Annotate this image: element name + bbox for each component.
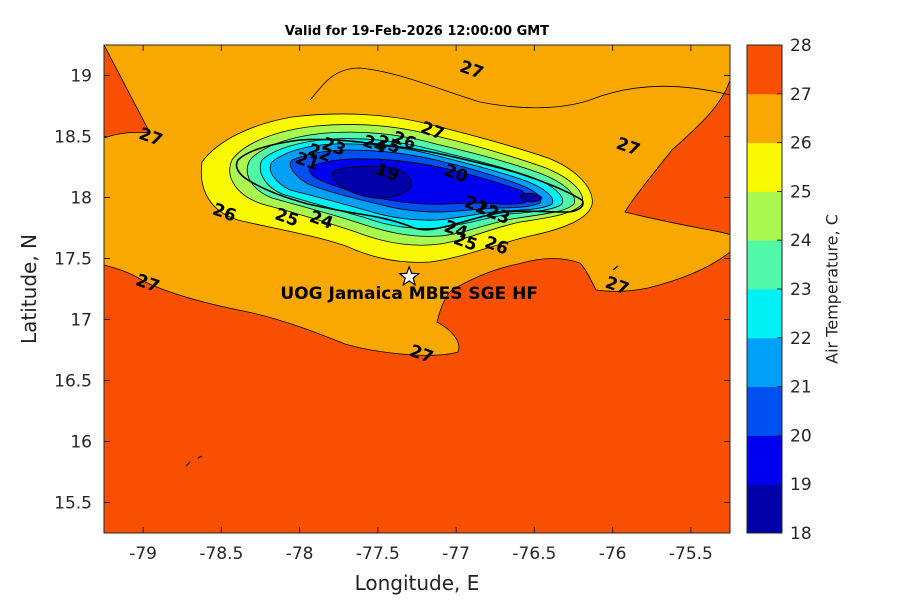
colorbar-segment [747,142,782,192]
colorbar-segment [747,93,782,144]
map-axes [103,44,731,534]
site-marker-star-icon [398,265,421,287]
y-tick-label: 15.5 [54,494,92,514]
colorbar: 18 19 20 21 22 23 24 25 26 27 28 [746,36,812,544]
colorbar-tick-label: 22 [790,329,812,349]
y-tick-label: 17 [70,311,92,331]
colorbar-segment [747,289,782,339]
x-tick-label: -78.5 [199,544,243,564]
colorbar-tick-label: 25 [790,182,812,202]
coastline [235,138,584,231]
y-tick-label: 18.5 [54,128,92,148]
colorbar-tick-label: 27 [790,85,812,105]
colorbar-tick-label: 19 [790,475,812,495]
x-tick-label: -78 [286,544,314,564]
colorbar-segment [747,337,782,388]
colorbar-tick-label: 23 [790,280,812,300]
y-tick-label: 16 [70,433,92,453]
colorbar-segment [747,435,782,485]
colorbar-segment [747,240,782,290]
x-tick-label: -77.5 [356,544,400,564]
y-tick-label: 17.5 [54,250,92,270]
y-tick-label: 19 [70,67,92,87]
temperature-fill [104,45,730,533]
y-axis-label: Latitude, N [17,234,41,344]
y-tick-label: 16.5 [54,372,92,392]
x-tick-label: -76 [599,544,627,564]
x-tick-label: -77 [442,544,470,564]
x-tick-label: -76.5 [512,544,556,564]
y-tick-label: 18 [70,189,92,209]
x-axis-label: Longitude, E [354,571,480,595]
colorbar-segment [747,386,782,436]
colorbar-tick-label: 18 [790,524,812,544]
x-axis: -79 -78.5 -78 -77.5 -77 -76.5 -76 -75.5 [129,45,713,564]
colorbar-tick-label: 26 [790,134,812,154]
colorbar-segment [747,191,782,241]
band-east-patch [519,192,543,203]
colorbar-label: Air Temperature, C [822,214,842,364]
map-title: Valid for 19-Feb-2026 12:00:00 GMT [284,24,550,39]
site-label: UOG Jamaica MBES SGE HF [280,284,538,304]
colorbar-tick-label: 28 [790,36,812,56]
x-tick-label: -75.5 [669,544,713,564]
colorbar-tick-label: 20 [790,426,812,446]
x-tick-label: -79 [129,544,157,564]
colorbar-segment [747,484,782,534]
colorbar-tick-label: 21 [790,378,812,398]
contour-26-east [309,67,730,109]
y-axis: 19 18.5 18 17.5 17 16.5 16 15.5 [54,67,730,514]
colorbar-segment [747,45,782,95]
small-island-east [612,265,619,271]
small-island [185,455,203,467]
colorbar-tick-label: 24 [790,231,812,251]
band-core [332,165,412,199]
